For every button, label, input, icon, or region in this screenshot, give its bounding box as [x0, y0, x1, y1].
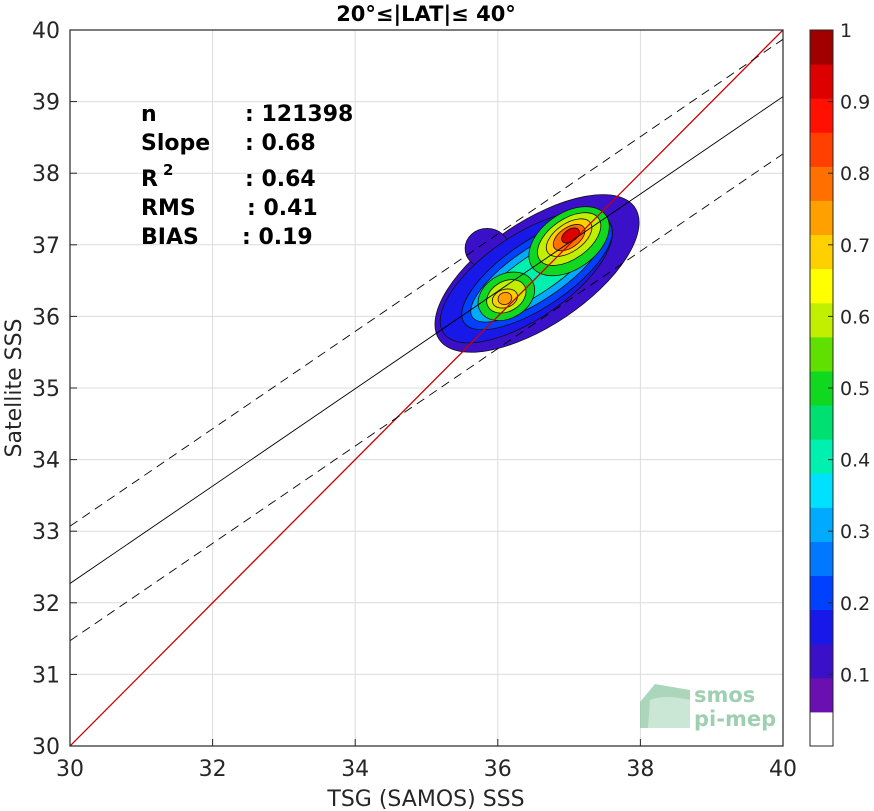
x-axis-ticks: 30 32 34 36 38 40 — [56, 739, 797, 782]
stats-box: n : 121398 Slope : 0.68 R 2 : 0.64 RMS :… — [141, 102, 353, 250]
density-contour — [497, 291, 513, 306]
colorbar-swatch — [810, 336, 833, 372]
colorbar-swatch — [810, 541, 833, 577]
stat-slope-label: Slope — [141, 131, 210, 156]
colorbar-tick-label: 0.8 — [840, 163, 870, 185]
colorbar: 0.1 0.2 0.3 0.4 0.5 0.6 0.7 0.8 0.9 1 — [809, 20, 870, 747]
colorbar-swatch — [810, 677, 833, 713]
colorbar-swatch — [810, 132, 833, 167]
y-tick-label: 38 — [32, 162, 60, 187]
stat-rms-value: : 0.41 — [247, 196, 318, 221]
grid — [70, 30, 783, 746]
colorbar-tick-label: 0.4 — [840, 450, 870, 472]
y-tick-label: 30 — [32, 735, 60, 760]
x-axis-label: TSG (SAMOS) SSS — [326, 787, 524, 811]
y-tick-label: 39 — [32, 91, 60, 116]
chart-title: 20°≤|LAT|≤ 40° — [336, 2, 516, 27]
x-tick-label: 40 — [769, 757, 797, 782]
colorbar-swatch — [810, 575, 833, 611]
y-tick-label: 35 — [32, 377, 60, 402]
y-tick-label: 33 — [32, 520, 60, 545]
colorbar-tick-label: 0.3 — [840, 521, 870, 543]
smos-pi-mep-logo: smos pi-mep — [640, 683, 776, 731]
colorbar-swatch — [810, 302, 833, 338]
stat-r2-value: : 0.64 — [245, 167, 316, 192]
x-tick-label: 36 — [484, 757, 512, 782]
stat-n-label: n — [141, 102, 157, 127]
y-tick-label: 31 — [32, 663, 60, 688]
colorbar-swatch — [810, 405, 833, 440]
colorbar-swatch — [810, 439, 833, 474]
colorbar-swatch — [810, 370, 833, 406]
colorbar-swatch — [810, 200, 833, 236]
y-axis-ticks: 30 31 32 33 34 35 36 37 38 39 40 — [32, 19, 77, 760]
identity-line — [70, 30, 783, 746]
regression-lines — [70, 30, 783, 746]
stat-bias-label: BIAS — [141, 225, 199, 250]
colorbar-swatch — [810, 643, 833, 679]
stat-bias-value: : 0.19 — [242, 225, 313, 250]
x-tick-label: 30 — [56, 757, 84, 782]
x-tick-label: 38 — [626, 757, 654, 782]
y-tick-label: 32 — [32, 592, 60, 617]
colorbar-tick-label: 0.7 — [840, 235, 870, 257]
stat-n-value: : 121398 — [245, 102, 353, 127]
colorbar-swatch — [810, 234, 833, 270]
colorbar-swatch — [810, 98, 833, 133]
y-tick-label: 37 — [32, 234, 60, 259]
y-tick-label: 34 — [32, 449, 60, 474]
fit-lower-bound-line — [70, 153, 783, 642]
colorbar-swatch — [810, 609, 833, 645]
logo-wave-icon-2 — [648, 697, 690, 728]
y-axis-label: Satellite SSS — [2, 319, 27, 458]
colorbar-swatch — [810, 711, 833, 747]
colorbar-tick-label: 1 — [840, 20, 852, 42]
colorbar-tick-label: 0.1 — [840, 664, 870, 686]
colorbar-swatch — [810, 507, 833, 542]
colorbar-swatch — [810, 473, 833, 508]
stat-r2-label: R — [141, 167, 158, 192]
stat-rms-label: RMS — [141, 196, 196, 221]
stat-slope-value: : 0.68 — [245, 131, 316, 156]
x-tick-label: 32 — [199, 757, 227, 782]
colorbar-tick-label: 0.6 — [840, 306, 870, 328]
colorbar-swatch — [810, 30, 833, 65]
colorbar-tick-label: 0.5 — [840, 378, 870, 400]
fit-upper-bound-line — [70, 38, 783, 527]
colorbar-swatch — [810, 268, 833, 304]
logo-line2: pi-mep — [694, 707, 776, 731]
colorbar-swatch — [810, 64, 833, 99]
fit-line — [70, 96, 783, 584]
colorbar-tick-label: 0.2 — [840, 593, 870, 615]
stat-r2-sup: 2 — [163, 161, 173, 179]
y-tick-label: 36 — [32, 305, 60, 330]
colorbar-tick-label: 0.9 — [840, 92, 870, 114]
y-tick-label: 40 — [32, 19, 60, 44]
x-tick-label: 34 — [341, 757, 369, 782]
logo-line1: smos — [694, 683, 755, 707]
colorbar-swatch — [810, 166, 833, 201]
